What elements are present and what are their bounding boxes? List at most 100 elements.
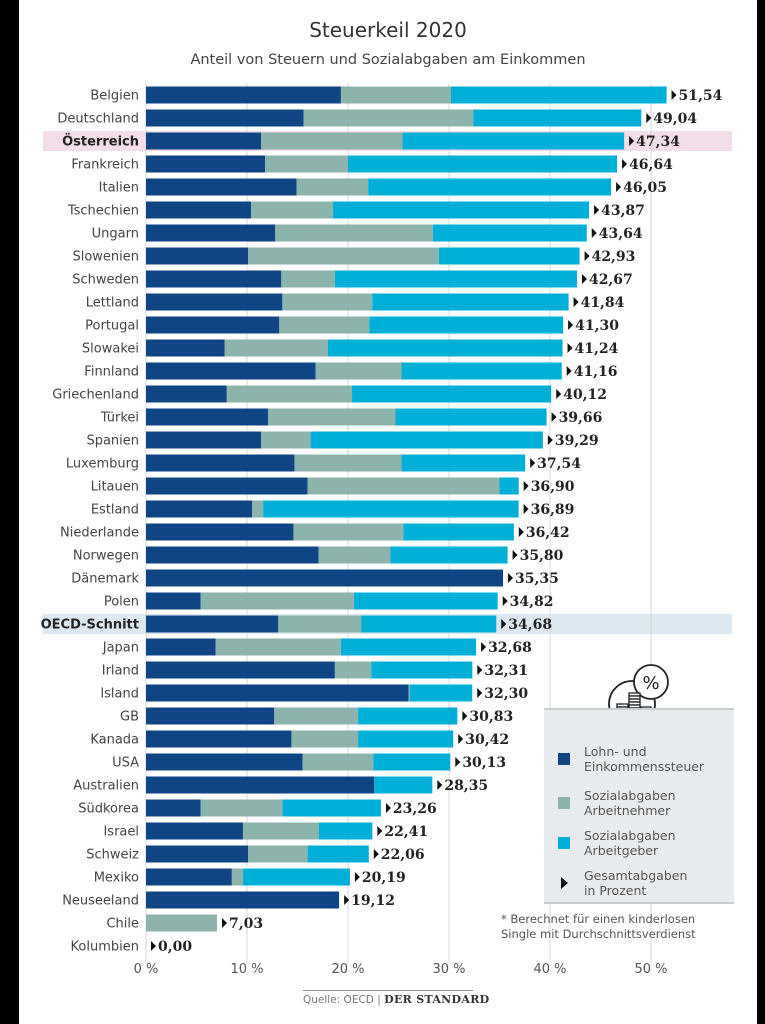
source-separator: | — [377, 994, 381, 1006]
bar-segment-arbeitgeber — [361, 615, 497, 633]
total-marker — [518, 527, 524, 537]
bar-segment-arbeitnehmer — [231, 868, 243, 886]
total-marker — [455, 757, 461, 767]
bar-segment-arbeitnehmer — [278, 615, 362, 633]
bar-segment-lohnsteuer — [146, 799, 201, 817]
bar-segment-arbeitnehmer — [274, 707, 359, 725]
category-label: Finnland — [84, 365, 139, 380]
total-marker — [481, 642, 487, 652]
bar-segment-lohnsteuer — [146, 293, 283, 311]
bar-segment-arbeitnehmer — [293, 523, 404, 541]
x-tick-label: 20 % — [331, 962, 364, 977]
category-label: Deutschland — [57, 112, 139, 127]
bar-segment-lohnsteuer — [146, 684, 409, 702]
category-label: Luxemburg — [66, 457, 139, 472]
bar-segment-arbeitnehmer — [294, 454, 402, 472]
bar-segment-arbeitnehmer — [242, 822, 319, 840]
total-marker — [523, 481, 529, 491]
bar-segment-lohnsteuer — [146, 247, 249, 265]
bar-segment-lohnsteuer — [146, 201, 252, 219]
total-marker — [573, 297, 579, 307]
bar-segment-arbeitnehmer — [226, 385, 353, 403]
category-label: Israel — [103, 825, 139, 840]
total-value-label: 39,29 — [555, 433, 599, 449]
category-label: Tschechien — [67, 204, 139, 219]
category-label: Norwegen — [73, 549, 139, 564]
bar-segment-lohnsteuer — [146, 707, 275, 725]
chart-title: Steuerkeil 2020 — [309, 18, 467, 42]
bar-segment-lohnsteuer — [146, 86, 341, 104]
category-label: OECD-Schnitt — [41, 618, 139, 633]
bar-segment-lohnsteuer — [146, 477, 308, 495]
triangle-marker-icon — [561, 877, 568, 889]
bar-segment-lohnsteuer — [146, 178, 297, 196]
total-value-label: 22,41 — [384, 824, 428, 840]
category-label: Kolumbien — [71, 940, 139, 955]
total-marker — [508, 573, 514, 583]
total-value-label: 43,64 — [599, 226, 643, 242]
total-marker — [512, 550, 518, 560]
total-marker — [566, 366, 572, 376]
total-value-label: 32,30 — [484, 686, 528, 702]
category-label: Schweiz — [86, 848, 139, 863]
bar-segment-arbeitnehmer — [302, 753, 374, 771]
total-marker — [458, 734, 464, 744]
total-marker — [354, 872, 360, 882]
total-marker — [671, 90, 677, 100]
bar-segment-arbeitnehmer — [296, 178, 369, 196]
bar-segment-lohnsteuer — [146, 753, 303, 771]
bar-segment-lohnsteuer — [146, 339, 225, 357]
bar-segment-lohnsteuer — [146, 868, 232, 886]
bar-segment-lohnsteuer — [146, 500, 253, 518]
total-value-label: 7,03 — [229, 916, 263, 932]
bar-segment-arbeitgeber — [374, 776, 433, 794]
bar-segment-arbeitnehmer — [408, 684, 410, 702]
bar-segment-arbeitnehmer — [340, 86, 452, 104]
category-label: Japan — [102, 641, 139, 656]
bar-segment-lohnsteuer — [146, 270, 282, 288]
bar-segment-lohnsteuer — [146, 661, 335, 679]
category-label: GB — [120, 710, 139, 725]
bar-segment-lohnsteuer — [146, 155, 266, 173]
total-marker — [151, 941, 156, 951]
category-label: Griechenland — [52, 388, 139, 403]
bar-segment-lohnsteuer — [146, 546, 319, 564]
total-value-label: 42,67 — [589, 272, 633, 288]
category-label: Italien — [99, 181, 139, 196]
category-label: Chile — [106, 917, 139, 932]
bar-segment-arbeitnehmer — [279, 316, 370, 334]
bar-segment-arbeitnehmer — [265, 155, 348, 173]
chart-subtitle: Anteil von Steuern und Sozialabgaben am … — [190, 52, 586, 68]
bar-segment-arbeitgeber — [340, 638, 477, 656]
bar-segment-arbeitgeber — [402, 132, 625, 150]
legend-item-sozialabgaben-arbeitgeber: Sozialabgaben Arbeitgeber — [558, 828, 676, 858]
legend-item-lohnsteuer: Lohn- und Einkommenssteuer — [558, 744, 704, 774]
total-value-label: 30,83 — [469, 709, 513, 725]
total-marker — [646, 113, 652, 123]
legend-label: Lohn- und Einkommenssteuer — [584, 744, 705, 774]
total-marker — [622, 159, 628, 169]
bar-segment-arbeitgeber — [358, 730, 454, 748]
bar-segment-arbeitgeber — [263, 500, 519, 518]
bar-segment-arbeitnehmer — [275, 224, 433, 242]
total-marker — [547, 435, 553, 445]
bar-segment-arbeitgeber — [401, 362, 562, 380]
bar-segment-lohnsteuer — [146, 224, 276, 242]
category-label: Lettland — [86, 296, 139, 311]
bar-segment-arbeitnehmer — [307, 477, 500, 495]
bar-segment-arbeitgeber — [334, 270, 577, 288]
total-value-label: 36,90 — [531, 479, 575, 495]
category-label: Belgien — [90, 89, 139, 104]
total-marker — [568, 320, 574, 330]
x-tick-label: 40 % — [533, 962, 566, 977]
total-value-label: 28,35 — [444, 778, 488, 794]
bar-segment-arbeitgeber — [327, 339, 563, 357]
bar-segment-arbeitnehmer — [248, 845, 308, 863]
category-label: Island — [100, 687, 139, 702]
category-label: Polen — [104, 595, 139, 610]
total-value-label: 30,13 — [462, 755, 506, 771]
total-value-label: 0,00 — [158, 939, 192, 955]
infographic-page: Steuerkeil 2020 Anteil von Steuern und S… — [19, 0, 757, 1024]
category-label: Österreich — [62, 134, 139, 150]
bar-segment-arbeitnehmer — [282, 293, 373, 311]
